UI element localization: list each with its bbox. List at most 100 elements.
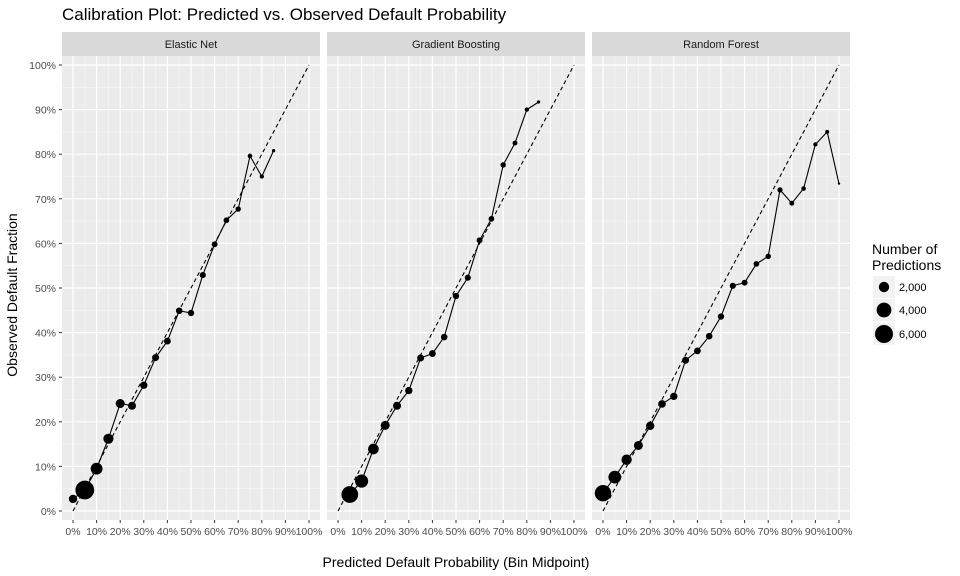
legend-key <box>875 325 893 343</box>
data-point <box>103 433 114 444</box>
data-point <box>500 162 506 168</box>
data-point <box>223 217 230 224</box>
x-tick-label: 30% <box>398 526 419 538</box>
x-tick-label: 0% <box>330 526 345 538</box>
chart-title: Calibration Plot: Predicted vs. Observed… <box>62 5 507 24</box>
data-point <box>247 153 253 159</box>
data-point <box>115 399 125 409</box>
data-point <box>488 216 495 222</box>
reference-line <box>337 64 575 512</box>
facet-label: Elastic Net <box>165 39 218 51</box>
y-tick-label: 30% <box>35 372 56 384</box>
y-tick-label: 70% <box>35 194 56 206</box>
data-point <box>271 148 276 153</box>
x-tick-label: 0% <box>65 526 80 538</box>
data-point <box>801 186 806 191</box>
data-point <box>512 140 518 146</box>
data-point <box>594 484 612 502</box>
x-tick-label: 80% <box>251 526 272 538</box>
data-point <box>536 100 541 104</box>
data-point <box>729 282 736 289</box>
x-tick-label: 60% <box>204 526 225 538</box>
y-tick-label: 20% <box>35 417 56 429</box>
x-tick-label: 100% <box>561 526 588 538</box>
data-point <box>259 174 264 179</box>
legend-label: 6,000 <box>899 329 927 341</box>
y-tick-label: 90% <box>35 105 56 117</box>
legend-label: 4,000 <box>899 305 927 317</box>
x-tick-label: 70% <box>228 526 249 538</box>
gridlines <box>62 56 320 520</box>
data-point <box>199 271 206 279</box>
legend-label: 2,000 <box>899 282 927 294</box>
data-point <box>417 354 425 362</box>
data-point <box>429 350 436 357</box>
x-tick-label: 90% <box>540 526 561 538</box>
x-tick-label: 30% <box>133 526 154 538</box>
data-point <box>633 440 643 450</box>
x-tick-label: 20% <box>640 526 661 538</box>
facet-strip <box>327 32 585 56</box>
data-point <box>646 421 655 431</box>
x-tick-label: 80% <box>781 526 802 538</box>
legend-title-line: Predictions <box>872 257 941 273</box>
x-tick-label: 90% <box>275 526 296 538</box>
x-tick-label: 40% <box>422 526 443 538</box>
data-point <box>127 401 137 410</box>
data-point <box>187 309 195 317</box>
data-point <box>621 454 632 465</box>
x-tick-label: 40% <box>157 526 178 538</box>
x-tick-label: 10% <box>86 526 107 538</box>
x-tick-label: 0% <box>595 526 610 538</box>
data-point <box>658 400 666 408</box>
y-tick-label: 60% <box>35 238 56 250</box>
data-point <box>753 261 760 267</box>
x-tick-label: 50% <box>180 526 201 538</box>
panel-2: Random Forest 0% 10% 20% 30% 40% 50% 60% 70% 80% 9… <box>592 32 852 538</box>
data-point <box>694 347 701 355</box>
data-point <box>608 470 622 484</box>
data-point <box>813 142 818 147</box>
x-tick-label: 40% <box>687 526 708 538</box>
facet-label: Random Forest <box>683 39 759 51</box>
x-tick-label: 10% <box>351 526 372 538</box>
x-tick-label: 20% <box>110 526 131 538</box>
data-point <box>368 443 379 455</box>
data-point <box>140 381 148 389</box>
data-point <box>705 332 713 340</box>
data-point <box>825 129 830 134</box>
data-point <box>175 307 183 315</box>
data-point <box>682 356 690 364</box>
data-point <box>405 386 413 395</box>
legend-title-line: Number of <box>872 241 937 257</box>
legend-key <box>878 281 890 293</box>
y-tick-label: 100% <box>29 60 56 72</box>
x-axis-label: Predicted Default Probability (Bin Midpo… <box>323 554 590 570</box>
data-point <box>211 241 218 248</box>
y-tick-label: 40% <box>35 328 56 340</box>
data-point <box>164 337 171 345</box>
data-point <box>152 354 160 362</box>
data-point <box>789 200 795 206</box>
facet-strip <box>592 32 850 56</box>
data-point <box>355 474 369 488</box>
x-tick-label: 70% <box>758 526 779 538</box>
y-tick-label: 0% <box>41 506 56 518</box>
x-tick-label: 60% <box>734 526 755 538</box>
x-tick-label: 50% <box>445 526 466 538</box>
data-point <box>235 206 241 212</box>
x-tick-label: 10% <box>616 526 637 538</box>
data-point <box>524 107 529 112</box>
data-point <box>717 313 725 320</box>
y-axis-label: Observed Default Fraction <box>4 213 20 376</box>
facet-strip <box>62 32 320 56</box>
y-tick-label: 10% <box>35 461 56 473</box>
data-point <box>440 333 448 341</box>
x-tick-label: 100% <box>296 526 323 538</box>
data-point <box>741 279 748 286</box>
data-point <box>380 420 390 430</box>
data-point <box>464 274 471 281</box>
